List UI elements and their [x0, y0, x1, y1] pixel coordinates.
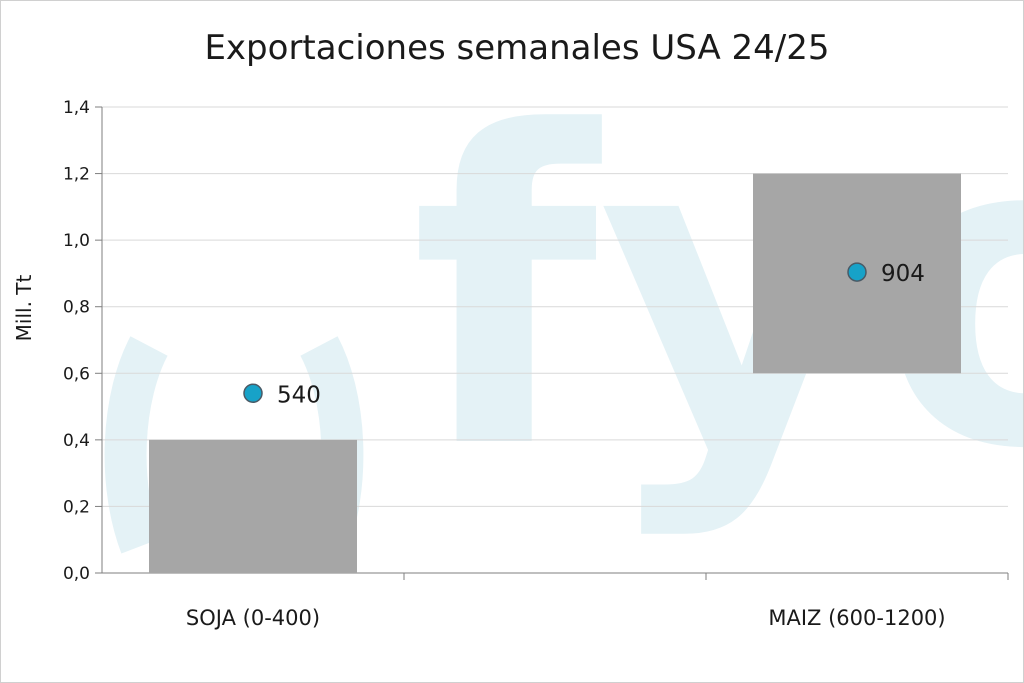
- data-label: 540: [277, 382, 321, 408]
- data-point-0: [243, 383, 263, 404]
- y-tick-label: 0,8: [63, 298, 90, 318]
- data-point-1: [847, 262, 867, 282]
- y-tick-label: 1,4: [63, 98, 90, 118]
- y-tick-label: 0,6: [63, 364, 90, 384]
- y-axis-label: Mill. Tt: [12, 274, 36, 341]
- chart-title: Exportaciones semanales USA 24/25: [204, 28, 829, 68]
- axes: 0,0 0,2 0,4 0,6 0,8 1,0 1,2 1,4 SOJA (0-400) MAIZ…: [63, 98, 1009, 630]
- y-tick-label: 0,0: [63, 564, 90, 584]
- range-bars: [149, 173, 961, 573]
- watermark-left-arc: [104, 336, 168, 554]
- y-tick-label: 1,0: [63, 231, 90, 251]
- category-label: SOJA (0-400): [186, 606, 320, 630]
- y-tick-label: 0,4: [63, 431, 90, 451]
- y-tick-label: 0,2: [63, 497, 90, 517]
- category-label: MAIZ (600-1200): [768, 606, 945, 630]
- range-bar-0: [149, 439, 357, 573]
- data-label: 904: [881, 261, 925, 287]
- y-tick-label: 1,2: [63, 165, 90, 185]
- data-points: 540 904: [243, 261, 925, 408]
